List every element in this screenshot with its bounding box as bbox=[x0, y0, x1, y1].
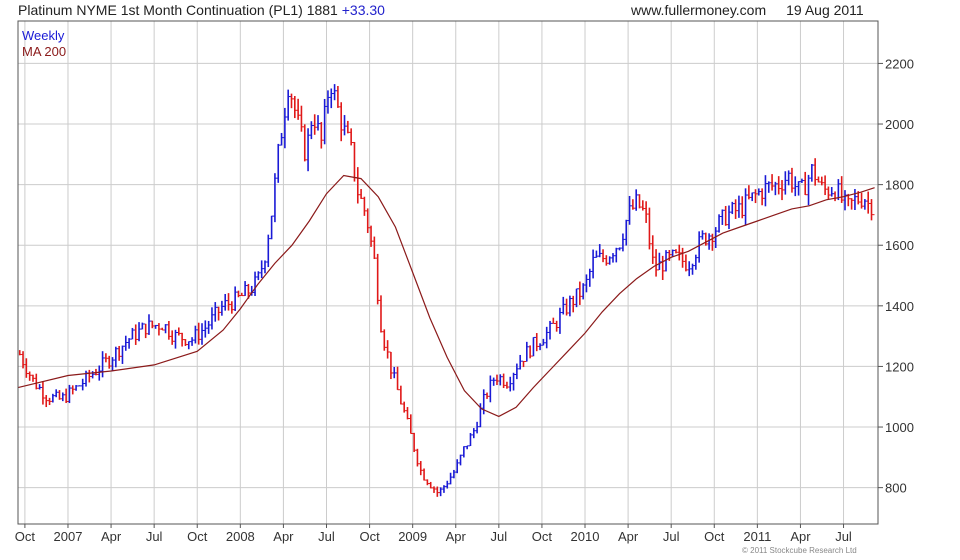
x-tick-label: Oct bbox=[359, 529, 380, 544]
plot-frame bbox=[17, 20, 879, 525]
x-tick-label: Jul bbox=[318, 529, 335, 544]
x-tick-label: 2010 bbox=[571, 529, 600, 544]
change-value: +33.30 bbox=[341, 2, 385, 18]
x-tick-label: Jul bbox=[146, 529, 163, 544]
ma-line bbox=[17, 174, 875, 418]
x-tick-label: 2011 bbox=[743, 529, 771, 544]
legend-weekly: Weekly bbox=[22, 28, 65, 43]
y-tick-label: 800 bbox=[885, 481, 907, 496]
x-tick-label: 2008 bbox=[226, 529, 255, 544]
x-axis: Oct 2007 Apr Jul Oct 2008 Apr Jul Oct 2009 Apr Jul O… bbox=[15, 524, 852, 544]
chart-title: Platinum NYME 1st Month Continuation (PL… bbox=[18, 2, 385, 18]
x-tick-label: Oct bbox=[187, 529, 208, 544]
x-tick-label: Oct bbox=[532, 529, 553, 544]
y-tick-label: 1600 bbox=[885, 238, 914, 253]
x-tick-label: Oct bbox=[15, 529, 36, 544]
y-tick-label: 1400 bbox=[885, 299, 914, 314]
x-tick-label: Jul bbox=[835, 529, 852, 544]
x-tick-label: 2007 bbox=[54, 529, 83, 544]
x-tick-label: 2009 bbox=[398, 529, 427, 544]
x-tick-label: Apr bbox=[446, 529, 467, 544]
y-axis: 800 1000 1200 1400 1600 1800 2000 2200 bbox=[878, 56, 914, 496]
y-tick-label: 2000 bbox=[885, 117, 914, 132]
x-tick-label: Apr bbox=[273, 529, 294, 544]
chart-date: 19 Aug 2011 bbox=[786, 2, 864, 18]
y-tick-label: 1800 bbox=[885, 178, 914, 193]
symbol-label: Platinum NYME 1st Month Continuation (PL… bbox=[18, 2, 338, 18]
y-tick-label: 1200 bbox=[885, 359, 914, 374]
grid-lines bbox=[18, 21, 878, 524]
y-tick-label: 2200 bbox=[885, 56, 914, 71]
copyright-note: © 2011 Stockcube Research Ltd bbox=[742, 546, 857, 555]
x-tick-label: Jul bbox=[663, 529, 680, 544]
x-tick-label: Apr bbox=[790, 529, 811, 544]
x-tick-label: Oct bbox=[704, 529, 725, 544]
legend-ma: MA 200 bbox=[22, 44, 66, 59]
y-tick-label: 1000 bbox=[885, 420, 914, 435]
x-tick-label: Apr bbox=[618, 529, 639, 544]
source-and-date: www.fullermoney.com 19 Aug 2011 bbox=[631, 2, 864, 18]
x-tick-label: Jul bbox=[491, 529, 508, 544]
price-bars bbox=[18, 84, 875, 497]
x-tick-label: Apr bbox=[101, 529, 122, 544]
source-url[interactable]: www.fullermoney.com bbox=[631, 2, 767, 18]
